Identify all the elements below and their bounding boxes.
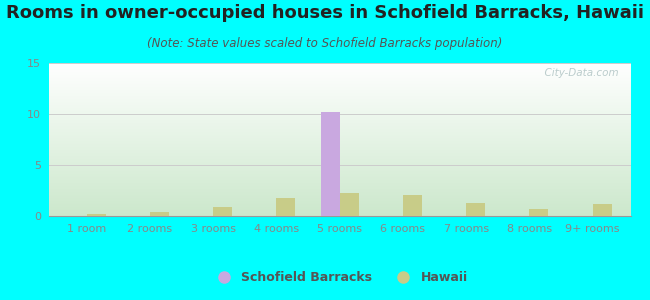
Bar [466, 203, 485, 216]
Legend: Schofield Barracks, Hawaii: Schofield Barracks, Hawaii [206, 266, 473, 289]
Bar [86, 214, 106, 216]
Text: City-Data.com: City-Data.com [538, 68, 619, 78]
Bar [276, 198, 295, 216]
Bar [320, 112, 340, 216]
Text: (Note: State values scaled to Schofield Barracks population): (Note: State values scaled to Schofield … [148, 38, 502, 50]
Bar [339, 193, 359, 216]
Bar [213, 207, 232, 216]
Bar [593, 204, 612, 216]
Bar [529, 209, 549, 216]
Text: Rooms in owner-occupied houses in Schofield Barracks, Hawaii: Rooms in owner-occupied houses in Schofi… [6, 4, 644, 22]
Bar [150, 212, 169, 216]
Bar [403, 195, 422, 216]
